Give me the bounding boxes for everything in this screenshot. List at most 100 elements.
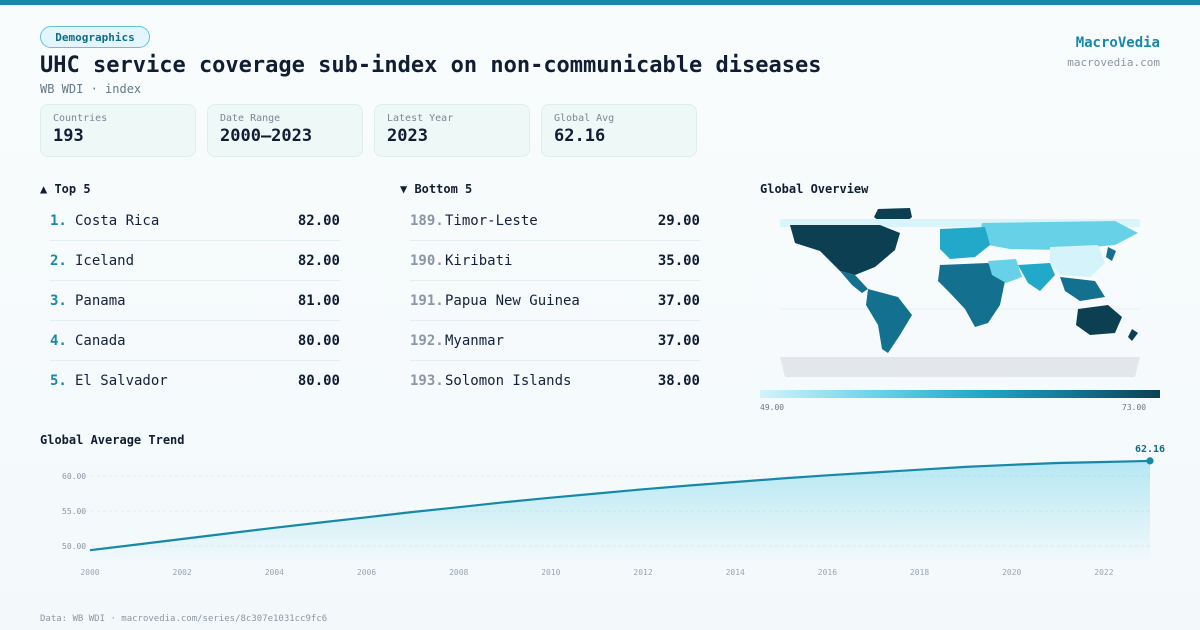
x-tick-label: 2020 (1002, 568, 1021, 577)
x-tick-label: 2004 (265, 568, 284, 577)
list-item[interactable]: 2. Iceland 82.00 (50, 241, 340, 281)
x-tick-label: 2002 (173, 568, 192, 577)
map-region-europe[interactable] (940, 227, 990, 259)
list-item[interactable]: 5. El Salvador 80.00 (50, 361, 340, 401)
map-region-new-zealand[interactable] (1128, 329, 1138, 341)
stat-card-latest-year: Latest Year 2023 (374, 104, 530, 157)
top5-list: 1. Costa Rica 82.00 2. Iceland 82.00 3. … (50, 201, 340, 401)
stat-card-countries: Countries 193 (40, 104, 196, 157)
country-value: 38.00 (657, 373, 700, 389)
map-region-southeast-asia[interactable] (1060, 277, 1105, 301)
rank-number: 191. (410, 292, 444, 309)
country-name: Iceland (75, 252, 135, 269)
x-tick-label: 2022 (1094, 568, 1113, 577)
top-accent-bar (0, 0, 1200, 5)
stat-value: 2000–2023 (220, 126, 313, 146)
map-region-antarctica[interactable] (780, 357, 1140, 377)
list-item[interactable]: 4. Canada 80.00 (50, 321, 340, 361)
country-name: Canada (75, 332, 126, 349)
map-region-japan[interactable] (1106, 247, 1116, 261)
country-value: 81.00 (297, 292, 340, 309)
map-region-russia[interactable] (980, 221, 1138, 250)
map-region-africa[interactable] (938, 263, 1005, 327)
rank-number: 4. (50, 332, 67, 349)
x-tick-label: 2000 (80, 568, 99, 577)
bottom5-list: 189. Timor-Leste 29.00 190. Kiribati 35.… (410, 201, 700, 401)
country-name: Panama (75, 292, 126, 309)
page-subtitle: WB WDI · index (40, 82, 142, 96)
y-tick-label: 50.00 (62, 542, 86, 551)
list-item[interactable]: 189. Timor-Leste 29.00 (410, 201, 700, 241)
stat-card-date-range: Date Range 2000–2023 (207, 104, 363, 157)
trend-line (89, 459, 1151, 552)
country-name: Papua New Guinea (445, 292, 580, 309)
map-region-central-america[interactable] (840, 271, 868, 293)
trend-end-label: 62.16 (1135, 444, 1165, 455)
country-name: Myanmar (445, 332, 505, 349)
stat-label: Date Range (220, 113, 281, 124)
rank-number: 192. (410, 332, 444, 349)
rank-number: 5. (50, 373, 67, 389)
list-item[interactable]: 3. Panama 81.00 (50, 281, 340, 321)
stat-value: 193 (53, 126, 84, 146)
map-color-legend (760, 390, 1160, 398)
trend-heading: Global Average Trend (40, 433, 185, 447)
country-name: Solomon Islands (445, 373, 572, 389)
country-value: 29.00 (657, 212, 700, 229)
country-value: 80.00 (297, 332, 340, 349)
x-tick-label: 2008 (449, 568, 468, 577)
legend-min-label: 49.00 (760, 403, 785, 412)
map-region-south-america[interactable] (866, 289, 912, 353)
top5-heading: ▲ Top 5 (40, 182, 91, 196)
list-item[interactable]: 190. Kiribati 35.00 (410, 241, 700, 281)
page-title: UHC service coverage sub-index on non-co… (40, 53, 822, 78)
y-tick-label: 60.00 (62, 472, 86, 481)
country-name: Costa Rica (75, 212, 160, 229)
map-region-north-america[interactable] (790, 225, 900, 275)
brand-url[interactable]: macrovedia.com (1067, 56, 1160, 69)
stat-label: Global Avg (554, 113, 615, 124)
map-region-middle-east[interactable] (988, 259, 1022, 283)
x-tick-label: 2012 (633, 568, 652, 577)
map-region-australia[interactable] (1076, 305, 1122, 335)
rank-number: 3. (50, 292, 67, 309)
legend-max-label: 73.00 (1122, 403, 1147, 412)
y-tick-label: 55.00 (62, 507, 86, 516)
stat-value: 2023 (387, 126, 428, 146)
rank-number: 189. (410, 212, 444, 229)
brand-logo[interactable]: MacroVedia (1075, 35, 1160, 51)
country-name: El Salvador (75, 373, 168, 389)
x-tick-label: 2006 (357, 568, 376, 577)
list-item[interactable]: 192. Myanmar 37.00 (410, 321, 700, 361)
rank-number: 193. (410, 373, 444, 389)
trend-chart[interactable]: 62.16 2000 2002 2004 2006 2008 2010 2012 2014 20… (0, 440, 1200, 590)
map-heading: Global Overview (760, 182, 869, 196)
x-tick-label: 2018 (910, 568, 929, 577)
stat-card-global-avg: Global Avg 62.16 (541, 104, 697, 157)
country-name: Timor-Leste (445, 212, 538, 229)
list-item[interactable]: 191. Papua New Guinea 37.00 (410, 281, 700, 321)
rank-number: 1. (50, 212, 67, 229)
map-region-south-asia[interactable] (1018, 263, 1055, 291)
world-map-svg (780, 208, 1140, 377)
x-tick-label: 2010 (541, 568, 560, 577)
trend-end-point[interactable] (1146, 457, 1154, 465)
stat-value: 62.16 (554, 126, 606, 146)
list-item[interactable]: 193. Solomon Islands 38.00 (410, 361, 700, 401)
country-value: 82.00 (297, 212, 340, 229)
stat-label: Countries (53, 113, 108, 124)
x-tick-label: 2016 (818, 568, 837, 577)
category-tag[interactable]: Demographics (40, 26, 150, 48)
country-value: 37.00 (657, 292, 700, 309)
x-tick-label: 2014 (726, 568, 745, 577)
rank-number: 2. (50, 252, 67, 269)
choropleth-map[interactable] (760, 205, 1160, 385)
country-value: 80.00 (297, 373, 340, 389)
bottom5-heading: ▼ Bottom 5 (400, 182, 473, 196)
list-item[interactable]: 1. Costa Rica 82.00 (50, 201, 340, 241)
map-region-east-asia[interactable] (1050, 245, 1105, 277)
trend-area (90, 460, 1150, 560)
country-value: 35.00 (657, 252, 700, 269)
source-footer: Data: WB WDI · macrovedia.com/series/8c3… (40, 614, 328, 624)
country-value: 37.00 (657, 332, 700, 349)
